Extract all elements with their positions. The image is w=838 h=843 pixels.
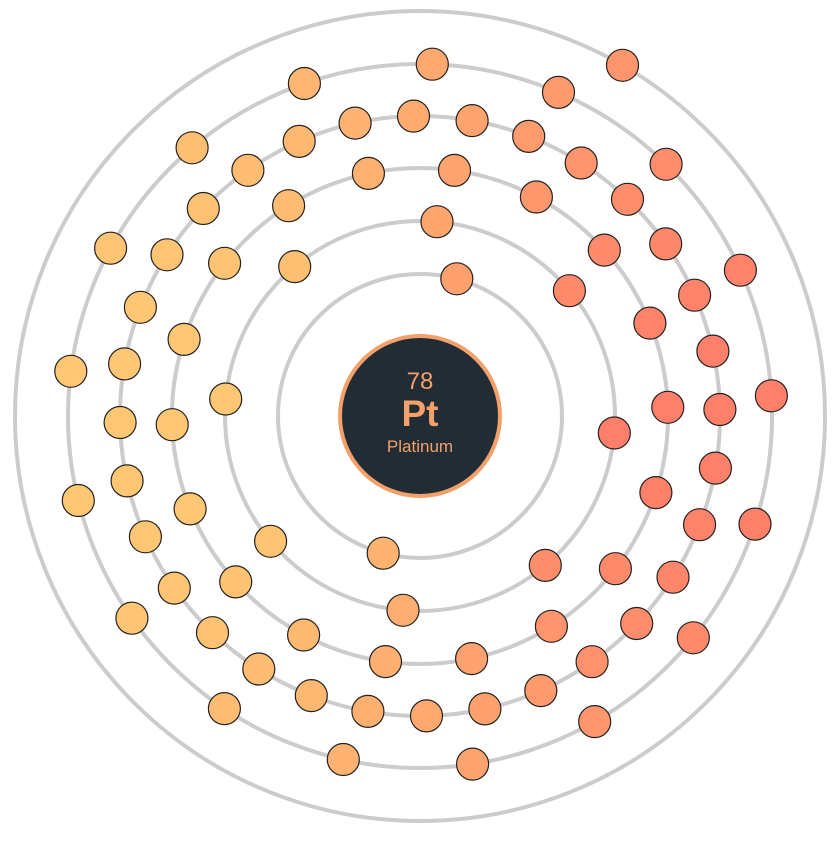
electron-shell-4	[620, 606, 654, 641]
electron-shell-5	[738, 507, 772, 541]
electron-shell-2	[254, 524, 288, 558]
electron-shell-4	[409, 699, 444, 733]
electron-shell-5	[541, 75, 576, 110]
electron-shell-3	[219, 565, 253, 599]
electron-shell-5	[115, 601, 149, 635]
electron-shell-5	[415, 47, 449, 81]
electron-shell-4	[186, 191, 220, 226]
electron-shell-1	[440, 262, 474, 296]
shell-1	[276, 272, 564, 560]
electron-shell-4	[455, 103, 489, 138]
electron-shell-4	[294, 678, 328, 713]
electron-shell-5	[578, 704, 612, 739]
electron-shell-5	[175, 131, 209, 165]
electron-shell-4	[128, 520, 162, 554]
electron-shell-2	[209, 382, 243, 416]
electron-shell-3	[598, 552, 633, 586]
electron-shell-2	[552, 274, 587, 308]
electron-shell-5	[676, 621, 710, 655]
electron-shell-5	[649, 147, 683, 181]
electron-shell-4	[338, 106, 372, 140]
electron-shell-5	[207, 691, 241, 726]
electrons	[54, 47, 789, 781]
electron-shell-3	[155, 408, 189, 442]
nucleus-circle	[338, 334, 502, 498]
electron-shell-2	[528, 548, 562, 583]
electron-shell-3	[208, 246, 242, 280]
electron-shell-3	[368, 644, 403, 679]
electron-shell-4	[610, 182, 645, 216]
atomic-number: 78	[407, 368, 434, 395]
electron-shell-1	[366, 536, 400, 570]
electron-shell-4	[231, 153, 265, 187]
electron-shell-3	[633, 306, 667, 340]
electron-shell-6	[605, 48, 640, 82]
electron-shell-3	[437, 153, 472, 187]
electron-shell-3	[272, 189, 306, 223]
electron-shell-3	[351, 156, 385, 190]
electron-shell-5	[456, 747, 490, 781]
electron-shell-3	[519, 180, 554, 214]
electron-shell-4	[107, 347, 142, 381]
electron-shell-4	[110, 464, 144, 498]
electron-shell-4	[696, 334, 730, 368]
electron-shell-4	[703, 392, 737, 427]
electron-shell-5	[326, 742, 360, 777]
electron-shell-3	[534, 609, 569, 643]
electron-shell-4	[656, 560, 690, 594]
electron-shell-4	[649, 227, 683, 261]
electron-shell-5	[54, 354, 88, 388]
electron-shell-3	[287, 618, 321, 652]
electron-shell-5	[93, 231, 128, 265]
nucleus: 78 Pt Platinum	[338, 334, 502, 498]
element-symbol: Pt	[402, 393, 439, 434]
electron-shell-4	[677, 278, 712, 312]
electron-shell-4	[682, 508, 717, 542]
electron-shell-3	[639, 476, 673, 510]
shell-6	[13, 9, 827, 823]
electron-shell-4	[575, 645, 609, 679]
electron-shell-4	[103, 405, 137, 440]
electron-shell-3	[651, 390, 685, 424]
electron-shell-4	[468, 692, 502, 726]
electron-shell-3	[173, 492, 207, 526]
electron-shell-2	[386, 593, 420, 627]
electron-shell-5	[287, 66, 321, 101]
electron-shell-5	[61, 483, 95, 518]
element-name: Platinum	[387, 437, 453, 456]
electron-shell-4	[195, 616, 230, 650]
electron-shell-5	[723, 253, 758, 287]
electron-shell-2	[420, 205, 454, 239]
shell-2	[223, 219, 617, 613]
electron-shell-3	[167, 322, 201, 356]
electron-shell-2	[597, 416, 631, 450]
electron-shell-4	[564, 146, 598, 180]
electron-shell-4	[351, 694, 385, 729]
electron-shell-3	[587, 233, 621, 267]
electron-shell-4	[242, 652, 276, 686]
electron-shell-4	[123, 290, 157, 324]
electron-shell-4	[282, 124, 316, 158]
electron-shell-3	[455, 641, 489, 676]
electron-shell-4	[157, 571, 191, 605]
electron-shell-2	[278, 250, 312, 284]
electron-shell-4	[524, 673, 558, 708]
electron-shell-4	[512, 119, 546, 153]
electron-shell-4	[698, 451, 733, 485]
electron-shell-4	[396, 99, 431, 133]
electron-shell-4	[150, 238, 184, 272]
electron-shell-5	[754, 379, 789, 413]
